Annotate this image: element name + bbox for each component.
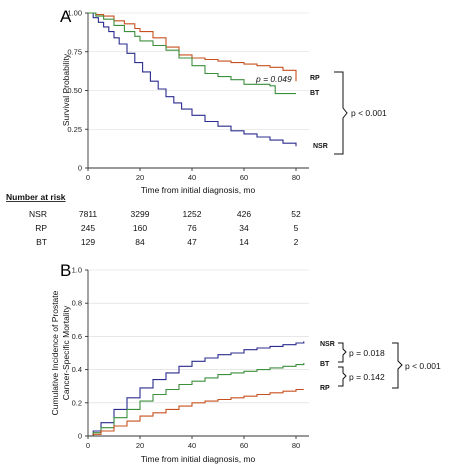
x-tick-label: 0 [86,441,90,450]
y-tick-label: 0 [78,432,82,441]
p-value-bt-rp: p = 0.142 [349,372,385,382]
panel-b-grid [88,269,309,404]
panel-a-x-ticks: 0 20 40 60 80 [86,168,300,182]
panel-b-x-label: Time from initial diagnosis, mo [141,454,256,464]
risk-cell: 34 [239,223,249,233]
series-label-nsr-a: NSR [313,143,328,150]
panel-b-y-ticks: 0 0.2 0.4 0.6 0.8 1.0 [72,266,88,441]
panel-a-grid [88,12,309,130]
x-tick-label: 40 [188,441,196,450]
x-tick-label: 80 [292,441,300,450]
panel-a-x-label: Time from initial diagnosis, mo [141,185,256,195]
series-label-rp-a: RP [310,75,320,82]
risk-cell: 1252 [183,209,202,219]
series-line-bt [88,12,296,95]
x-tick-label: 80 [292,173,300,182]
panel-b-label: B [60,261,71,280]
risk-row-label: RP [35,223,47,233]
risk-cell: 52 [291,209,301,219]
brace-nsr-vs-bt [338,342,347,363]
risk-cell: 7811 [79,209,98,219]
risk-cell: 14 [239,237,249,247]
panel-b: B 0 0.2 0.4 0.6 0.8 1.0 0 20 40 60 80 Time from i… [50,261,441,464]
series-label-bt-a: BT [310,90,320,97]
brace-nsr-vs-treated [334,71,348,155]
series-label-nsr-b: NSR [320,341,335,348]
series-label-rp-b: RP [320,385,330,392]
panel-a: A 0 0.25 0.50 0.75 1.00 0 20 40 60 80 Time from … [60,7,387,195]
x-tick-label: 20 [136,173,144,182]
risk-cell: 76 [187,223,197,233]
y-tick-label: 0.2 [72,398,82,407]
series-line-rp [88,388,304,437]
y-tick-label: 0 [78,164,82,173]
series-line-rp [88,12,297,82]
panel-a-series [88,12,297,147]
panel-b-axes [87,270,309,437]
p-value-rp-bt: p = 0.049 [255,74,292,84]
risk-cell: 84 [135,237,145,247]
x-tick-label: 20 [136,441,144,450]
y-tick-label: 0.25 [67,125,82,134]
y-tick-label: 0.50 [67,86,82,95]
risk-table-title: Number at risk [6,192,66,202]
p-value-nsr-rp: p < 0.001 [405,361,441,371]
panel-b-series [88,341,305,437]
panel-a-y-ticks: 0 0.25 0.50 0.75 1.00 [67,9,88,173]
series-label-bt-b: BT [320,361,330,368]
brace-nsr-vs-rp [392,342,403,389]
risk-cell: 129 [81,237,95,247]
x-tick-label: 0 [86,173,90,182]
risk-cell: 2 [294,237,299,247]
risk-cell: 245 [81,223,95,233]
x-tick-label: 60 [240,441,248,450]
y-tick-label: 1.00 [67,9,82,18]
risk-row-label: NSR [29,209,47,219]
risk-cell: 5 [294,223,299,233]
p-value-nsr-vs-treated: p < 0.001 [351,108,387,118]
risk-cell: 3299 [131,209,150,219]
panel-b-x-ticks: 0 20 40 60 80 [86,436,300,450]
y-tick-label: 1.0 [72,266,82,275]
series-line-nsr [88,341,305,437]
risk-table-rows: NSR 7811 3299 1252 426 52 RP 245 160 76 34 5 BT 129 84… [29,209,301,247]
panel-a-label: A [60,7,72,26]
risk-row-label: BT [36,237,47,247]
y-tick-label: 0.8 [72,299,82,308]
risk-cell: 160 [133,223,147,233]
y-tick-label: 0.75 [67,47,82,56]
series-line-bt [88,363,305,437]
x-tick-label: 40 [188,173,196,182]
panel-a-y-label: Survival Probability [61,53,71,126]
x-tick-label: 60 [240,173,248,182]
y-tick-label: 0.4 [72,365,82,374]
y-tick-label: 0.6 [72,332,82,341]
series-line-nsr [88,12,297,147]
risk-cell: 426 [237,209,251,219]
p-value-nsr-bt: p = 0.018 [349,348,385,358]
brace-bt-vs-rp [338,366,347,387]
panel-b-y-label-line-2: Cancer-Specific Mortality [61,305,71,400]
panel-b-y-label-line-1: Cumulative Incidence of Prostate [50,290,60,415]
risk-cell: 47 [187,237,197,247]
